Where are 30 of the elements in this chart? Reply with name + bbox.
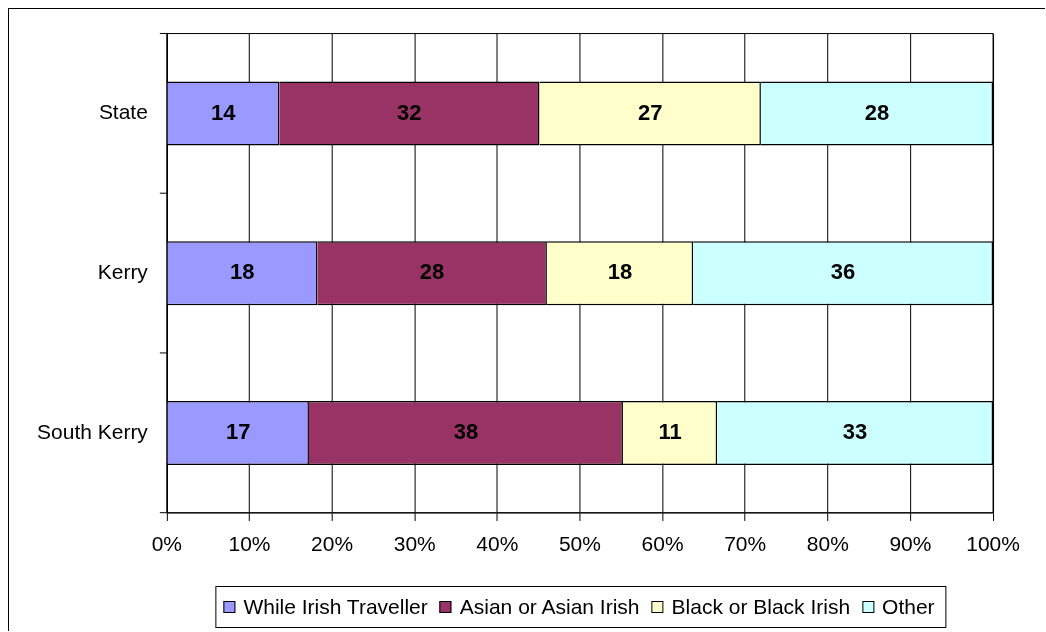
data-label: 18 [607,259,633,285]
legend-label: Black or Black Irish [671,594,851,620]
data-label: 18 [230,259,255,285]
data-label: 28 [419,259,445,285]
y-tick-label: Kerry [97,260,149,284]
data-label: 38 [453,419,479,445]
data-label: 36 [830,259,856,285]
data-label: 17 [225,419,251,445]
data-label: 11 [658,419,682,445]
x-tick-label: 0% [151,532,183,556]
y-tick-label: South Kerry [37,419,149,443]
legend-label: Other [882,594,935,620]
data-label: 27 [637,99,663,125]
x-tick-label: 10% [228,532,271,556]
data-label: 28 [864,99,890,125]
x-tick-label: 50% [558,532,601,556]
data-label: 14 [211,99,237,125]
legend-label: While Irish Traveller [243,594,428,620]
x-tick-label: 40% [476,532,519,556]
x-tick-label: 30% [393,532,436,556]
x-tick-label: 20% [311,532,354,556]
y-tick-label: State [98,100,148,124]
x-tick-label: 100% [966,532,1020,556]
x-tick-label: 80% [806,532,849,556]
x-tick-label: 90% [889,532,932,556]
x-tick-label: 70% [724,532,767,556]
x-tick-label: 60% [641,532,684,556]
data-label: 32 [397,99,422,125]
data-label: 33 [842,419,868,445]
legend-label: Asian or Asian Irish [459,594,640,620]
